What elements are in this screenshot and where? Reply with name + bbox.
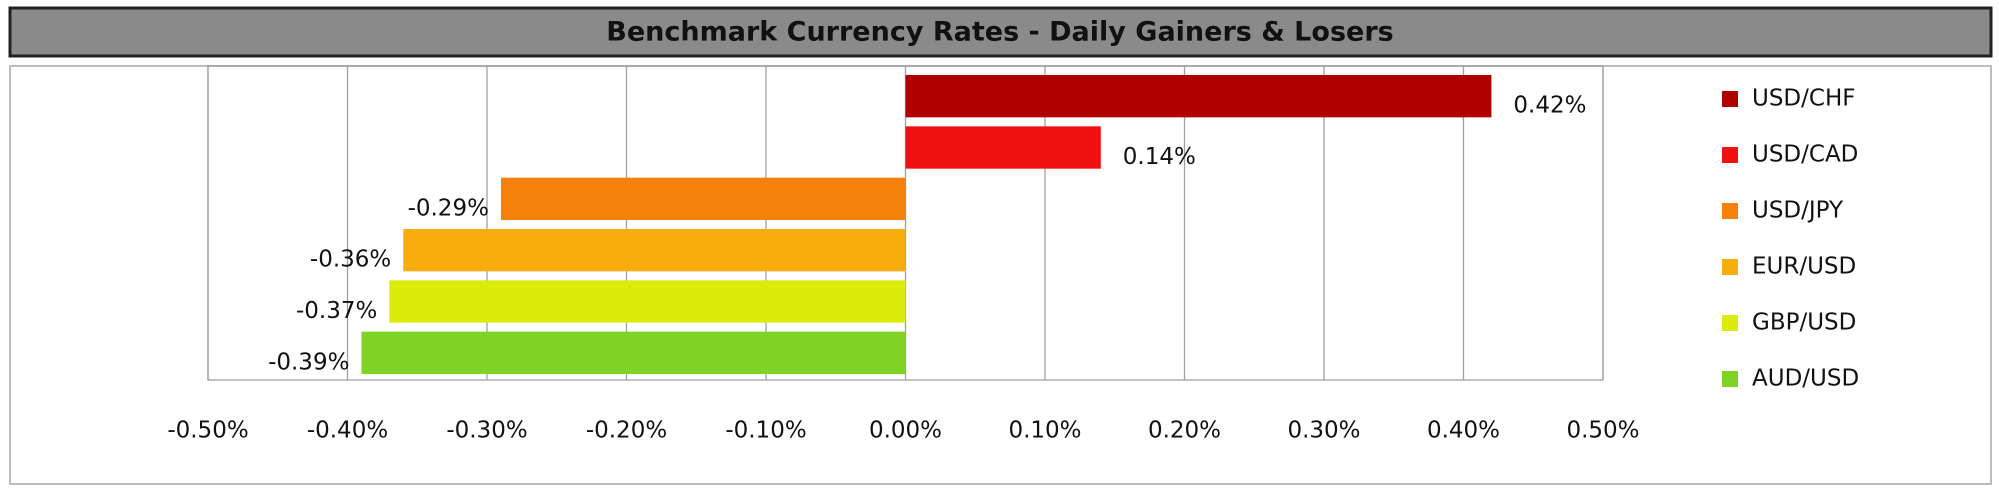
chart-title: Benchmark Currency Rates - Daily Gainers… [606, 17, 1393, 48]
bar [905, 126, 1101, 169]
x-tick-label: 0.30% [1287, 418, 1360, 444]
legend-label: EUR/USD [1752, 254, 1856, 280]
x-tick-label: -0.40% [307, 418, 388, 444]
bar [403, 229, 906, 272]
data-label: -0.29% [408, 195, 489, 221]
x-tick-label: 0.10% [1008, 418, 1081, 444]
x-tick-label: -0.30% [446, 418, 527, 444]
legend-label: USD/JPY [1752, 198, 1844, 224]
legend-label: AUD/USD [1752, 366, 1859, 392]
legend-swatch [1722, 259, 1738, 275]
bar [389, 280, 906, 323]
legend-swatch [1722, 147, 1738, 163]
x-tick-label: -0.10% [725, 418, 806, 444]
x-tick-label: 0.00% [869, 418, 942, 444]
data-label: -0.37% [296, 298, 377, 324]
data-label: -0.36% [310, 247, 391, 273]
legend-swatch [1722, 371, 1738, 387]
legend-label: USD/CHF [1752, 86, 1855, 112]
legend-label: GBP/USD [1752, 310, 1856, 336]
title-bar [8, 6, 1993, 58]
x-tick-label: 0.40% [1427, 418, 1500, 444]
legend-label: USD/CAD [1752, 142, 1858, 168]
legend-swatch [1722, 315, 1738, 331]
bar [361, 331, 906, 374]
bar [905, 75, 1492, 118]
data-label: 0.42% [1513, 93, 1586, 119]
x-tick-label: 0.20% [1148, 418, 1221, 444]
legend-swatch [1722, 203, 1738, 219]
bar [500, 177, 906, 220]
x-tick-label: -0.20% [586, 418, 667, 444]
x-tick-label: -0.50% [167, 418, 248, 444]
data-label: 0.14% [1123, 144, 1196, 170]
data-label: -0.39% [268, 349, 349, 375]
x-tick-label: 0.50% [1566, 418, 1639, 444]
legend-swatch [1722, 91, 1738, 107]
